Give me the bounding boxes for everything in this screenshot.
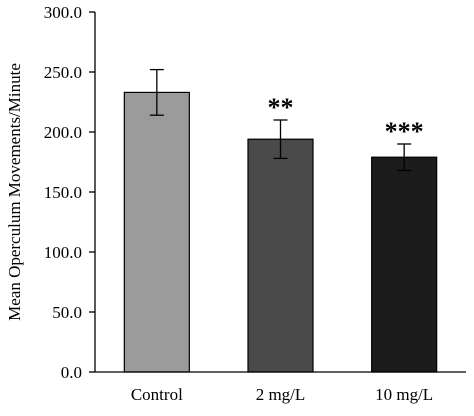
bar (123, 91, 190, 373)
significance-marker: *** (385, 117, 424, 146)
x-tick-label: Control (131, 385, 183, 404)
y-axis-label: Mean Operculum Movements/Minute (5, 63, 24, 321)
bar (371, 156, 438, 373)
y-tick-label: 150.0 (44, 183, 82, 202)
x-tick-label: 2 mg/L (256, 385, 306, 404)
significance-marker: ** (268, 93, 294, 122)
x-tick-label: 10 mg/L (375, 385, 433, 404)
y-tick-label: 200.0 (44, 123, 82, 142)
y-tick-label: 250.0 (44, 63, 82, 82)
y-tick-label: 0.0 (61, 363, 82, 382)
bar (247, 138, 314, 373)
y-axis-label-group: Mean Operculum Movements/Minute (5, 63, 24, 321)
y-tick-label: 50.0 (52, 303, 82, 322)
y-tick-label: 300.0 (44, 3, 82, 22)
plot-area: 0.0 50.0 100.0 150.0 200.0 250.0 300.0 Control *… (44, 3, 466, 404)
y-tick-label: 100.0 (44, 243, 82, 262)
